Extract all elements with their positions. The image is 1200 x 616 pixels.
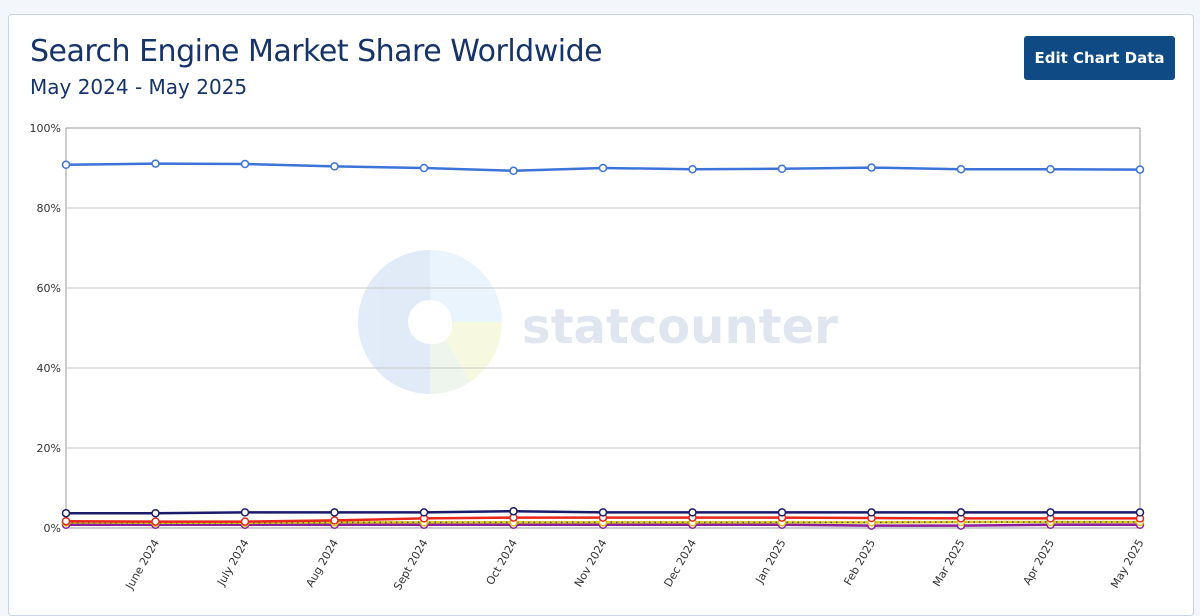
y-tick-label: 20% <box>37 442 61 455</box>
data-point <box>688 508 697 517</box>
data-point <box>61 516 71 526</box>
data-point <box>867 163 876 172</box>
data-point <box>509 166 518 176</box>
data-point <box>61 160 71 170</box>
data-point <box>330 516 339 525</box>
edit-chart-data-button[interactable]: Edit Chart Data <box>1024 36 1175 80</box>
x-tick-label: June 2024 <box>123 537 162 592</box>
data-point <box>598 508 608 517</box>
x-tick-label: Feb 2025 <box>841 537 878 588</box>
data-point <box>330 508 339 517</box>
data-point <box>1135 165 1145 174</box>
x-tick-label: July 2024 <box>214 537 251 589</box>
x-tick-label: Jan 2025 <box>753 537 789 586</box>
y-tick-label: 40% <box>37 362 61 375</box>
x-tick-label: Sept 2024 <box>391 537 431 592</box>
data-point <box>151 517 160 526</box>
data-point <box>330 162 339 171</box>
data-point <box>598 163 608 173</box>
data-point <box>777 508 787 517</box>
data-point <box>151 159 160 168</box>
data-point <box>1046 508 1055 517</box>
watermark-text: statcounter <box>522 299 838 355</box>
y-tick-label: 0% <box>44 522 61 535</box>
x-tick-label: Apr 2025 <box>1021 537 1058 587</box>
statcounter-logo-watermark: statcounter <box>358 250 838 395</box>
data-point <box>151 508 160 518</box>
data-point <box>419 508 429 517</box>
y-tick-label: 80% <box>37 202 61 215</box>
line-chart: statcounter 0% 20% 40% 60% 80% 100% June 2024… <box>30 122 1147 592</box>
data-point <box>777 164 787 174</box>
data-point <box>61 508 71 518</box>
data-point <box>240 517 250 526</box>
data-point <box>509 506 518 516</box>
x-tick-label: May 2025 <box>1108 537 1146 590</box>
data-point <box>867 508 876 517</box>
data-point <box>688 164 697 174</box>
data-point <box>956 164 966 174</box>
data-point <box>240 508 250 517</box>
x-tick-label: Dec 2024 <box>661 537 699 589</box>
x-tick-label: Oct 2024 <box>484 537 521 587</box>
page-title: Search Engine Market Share Worldwide <box>30 34 603 69</box>
data-point <box>1135 508 1145 517</box>
x-tick-label: Aug 2024 <box>303 537 341 589</box>
x-tick-label: Nov 2024 <box>572 537 610 589</box>
data-point <box>240 159 250 169</box>
data-point <box>419 163 429 173</box>
y-tick-label: 60% <box>37 282 61 295</box>
data-point <box>1046 164 1055 174</box>
y-tick-label: 100% <box>30 122 61 135</box>
x-tick-label: Mar 2025 <box>930 537 967 589</box>
page-subtitle: May 2024 - May 2025 <box>30 75 248 99</box>
data-point <box>956 508 966 517</box>
